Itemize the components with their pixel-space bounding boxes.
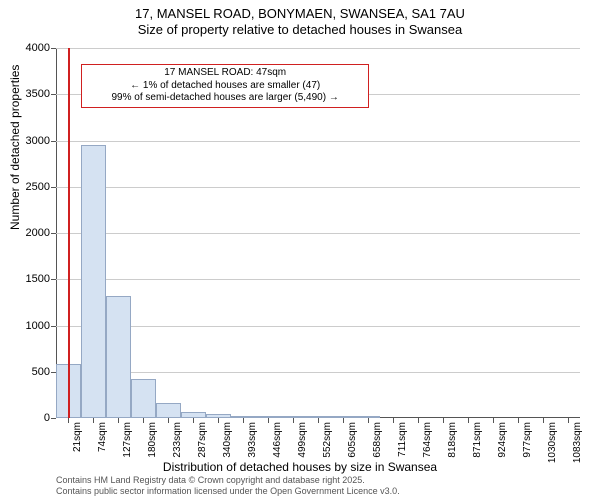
histogram-bar [106,296,131,418]
x-tick-label: 287sqm [197,422,208,458]
y-tick-label: 1500 [26,273,56,285]
x-tick-mark [193,418,194,423]
x-tick-mark [93,418,94,423]
grid-line [56,233,580,234]
x-tick-label: 871sqm [472,422,483,458]
histogram-bar [131,379,156,418]
y-tick-label: 0 [44,412,56,424]
x-tick-label: 21sqm [72,422,83,452]
histogram-bar [156,403,181,418]
x-tick-label: 180sqm [147,422,158,458]
marker-line [68,48,70,418]
annotation-line: 99% of semi-detached houses are larger (… [88,92,362,105]
grid-line [56,372,580,373]
title-line-1: 17, MANSEL ROAD, BONYMAEN, SWANSEA, SA1 … [0,6,600,22]
x-tick-mark [318,418,319,423]
x-tick-label: 658sqm [372,422,383,458]
x-tick-mark [568,418,569,423]
x-tick-label: 393sqm [247,422,258,458]
histogram-bar [81,145,106,418]
x-tick-mark [143,418,144,423]
grid-line [56,187,580,188]
y-tick-label: 3000 [26,135,56,147]
grid-line [56,48,580,49]
x-tick-label: 764sqm [422,422,433,458]
x-tick-mark [118,418,119,423]
x-tick-mark [268,418,269,423]
y-tick-label: 2000 [26,227,56,239]
x-tick-label: 1030sqm [547,422,558,463]
x-tick-mark [443,418,444,423]
x-tick-mark [68,418,69,423]
x-tick-label: 1083sqm [572,422,583,463]
x-tick-label: 74sqm [97,422,108,452]
x-tick-label: 340sqm [222,422,233,458]
x-tick-mark [168,418,169,423]
grid-line [56,326,580,327]
y-tick-label: 500 [32,366,56,378]
footer-line-1: Contains HM Land Registry data © Crown c… [56,475,400,486]
title-line-2: Size of property relative to detached ho… [0,22,600,38]
x-tick-label: 233sqm [172,422,183,458]
y-tick-label: 1000 [26,320,56,332]
footer: Contains HM Land Registry data © Crown c… [56,475,400,497]
x-tick-mark [393,418,394,423]
y-tick-label: 3500 [26,88,56,100]
title-block: 17, MANSEL ROAD, BONYMAEN, SWANSEA, SA1 … [0,0,600,39]
annotation-line: ← 1% of detached houses are smaller (47) [88,80,362,93]
x-tick-mark [468,418,469,423]
x-tick-mark [218,418,219,423]
x-tick-mark [543,418,544,423]
x-tick-label: 924sqm [497,422,508,458]
x-tick-mark [343,418,344,423]
x-tick-label: 499sqm [297,422,308,458]
grid-line [56,141,580,142]
x-tick-mark [368,418,369,423]
y-tick-label: 2500 [26,181,56,193]
x-tick-mark [293,418,294,423]
x-tick-mark [418,418,419,423]
x-tick-mark [243,418,244,423]
annotation-box: 17 MANSEL ROAD: 47sqm← 1% of detached ho… [81,64,369,108]
annotation-line: 17 MANSEL ROAD: 47sqm [88,67,362,80]
chart-container: 17, MANSEL ROAD, BONYMAEN, SWANSEA, SA1 … [0,0,600,500]
x-tick-mark [493,418,494,423]
x-tick-label: 711sqm [397,422,408,457]
x-axis-title: Distribution of detached houses by size … [0,460,600,474]
y-axis-title: Number of detached properties [8,65,22,230]
x-tick-label: 552sqm [322,422,333,458]
x-tick-label: 605sqm [347,422,358,458]
x-tick-label: 446sqm [272,422,283,458]
y-tick-label: 4000 [26,42,56,54]
plot-area: 0500100015002000250030003500400021sqm74s… [56,48,580,418]
x-tick-label: 127sqm [122,422,133,458]
x-tick-mark [518,418,519,423]
footer-line-2: Contains public sector information licen… [56,486,400,497]
grid-line [56,279,580,280]
x-tick-label: 977sqm [522,422,533,458]
x-tick-label: 818sqm [447,422,458,458]
